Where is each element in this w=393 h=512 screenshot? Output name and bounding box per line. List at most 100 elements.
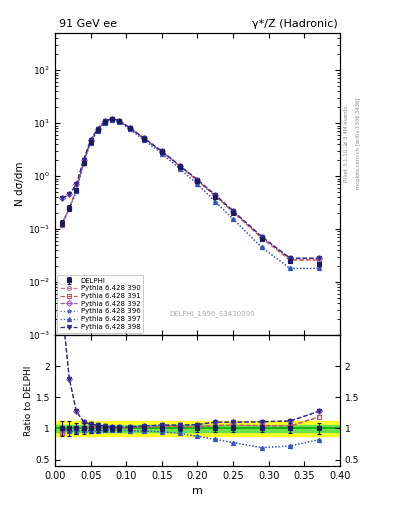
- Line: Pythia 6.428 398: Pythia 6.428 398: [60, 117, 321, 260]
- Pythia 6.428 390: [160, 148, 164, 155]
- Line: Pythia 6.428 392: Pythia 6.428 392: [60, 117, 321, 260]
- Pythia 6.428 392: [231, 208, 235, 214]
- Pythia 6.428 398: [259, 233, 264, 240]
- Pythia 6.428 392: [117, 117, 121, 123]
- Pythia 6.428 397: [95, 127, 100, 134]
- Pythia 6.428 390: [110, 116, 114, 122]
- Pythia 6.428 390: [288, 257, 292, 263]
- Pythia 6.428 397: [81, 160, 86, 166]
- Pythia 6.428 398: [177, 162, 182, 168]
- Pythia 6.428 390: [127, 125, 132, 131]
- Pythia 6.428 398: [316, 255, 321, 261]
- Pythia 6.428 391: [74, 187, 79, 193]
- Pythia 6.428 397: [259, 244, 264, 250]
- Pythia 6.428 392: [95, 125, 100, 132]
- Pythia 6.428 396: [259, 244, 264, 250]
- Pythia 6.428 391: [103, 119, 107, 125]
- Pythia 6.428 390: [195, 178, 200, 184]
- Pythia 6.428 391: [60, 222, 64, 228]
- Pythia 6.428 396: [81, 160, 86, 166]
- Pythia 6.428 396: [127, 126, 132, 132]
- Pythia 6.428 396: [60, 220, 64, 226]
- Pythia 6.428 391: [195, 178, 200, 184]
- Pythia 6.428 390: [60, 222, 64, 228]
- Pythia 6.428 397: [103, 120, 107, 126]
- Pythia 6.428 390: [231, 209, 235, 215]
- Line: Pythia 6.428 397: Pythia 6.428 397: [60, 117, 321, 270]
- Pythia 6.428 391: [177, 163, 182, 169]
- Pythia 6.428 397: [74, 188, 79, 194]
- Pythia 6.428 391: [95, 126, 100, 132]
- Line: Pythia 6.428 391: Pythia 6.428 391: [60, 117, 321, 262]
- Bar: [55, 425, 340, 432]
- Pythia 6.428 390: [142, 136, 147, 142]
- Pythia 6.428 397: [177, 165, 182, 172]
- Pythia 6.428 398: [103, 118, 107, 124]
- Pythia 6.428 397: [142, 137, 147, 143]
- Pythia 6.428 397: [117, 119, 121, 125]
- Pythia 6.428 396: [213, 199, 218, 205]
- Pythia 6.428 392: [110, 116, 114, 122]
- Pythia 6.428 398: [117, 117, 121, 123]
- Pythia 6.428 392: [103, 118, 107, 124]
- Pythia 6.428 398: [127, 124, 132, 131]
- Pythia 6.428 391: [160, 148, 164, 155]
- Pythia 6.428 398: [88, 137, 93, 143]
- Pythia 6.428 398: [60, 195, 64, 201]
- Pythia 6.428 396: [117, 119, 121, 125]
- Pythia 6.428 392: [195, 177, 200, 183]
- Pythia 6.428 398: [288, 255, 292, 261]
- Pythia 6.428 397: [67, 206, 72, 212]
- Pythia 6.428 392: [259, 233, 264, 240]
- Pythia 6.428 391: [127, 125, 132, 131]
- Pythia 6.428 391: [88, 138, 93, 144]
- Pythia 6.428 397: [60, 220, 64, 226]
- Pythia 6.428 391: [117, 118, 121, 124]
- Bar: [55, 421, 340, 436]
- Line: Pythia 6.428 396: Pythia 6.428 396: [60, 117, 321, 270]
- Pythia 6.428 391: [81, 160, 86, 166]
- Pythia 6.428 397: [195, 181, 200, 187]
- Pythia 6.428 396: [316, 265, 321, 271]
- Pythia 6.428 392: [127, 124, 132, 131]
- Pythia 6.428 391: [316, 257, 321, 263]
- Pythia 6.428 390: [259, 235, 264, 241]
- Text: Rivet 3.1.10, ≥ 3.4M events: Rivet 3.1.10, ≥ 3.4M events: [344, 105, 349, 182]
- Pythia 6.428 392: [316, 255, 321, 261]
- Pythia 6.428 391: [231, 209, 235, 215]
- Pythia 6.428 392: [142, 135, 147, 141]
- Pythia 6.428 390: [213, 193, 218, 199]
- Text: 91 GeV ee: 91 GeV ee: [59, 18, 117, 29]
- Pythia 6.428 396: [288, 265, 292, 271]
- Pythia 6.428 398: [74, 181, 79, 187]
- Pythia 6.428 396: [103, 120, 107, 126]
- Pythia 6.428 390: [177, 163, 182, 169]
- Text: mcplots.cern.ch [arXiv:1306.3436]: mcplots.cern.ch [arXiv:1306.3436]: [356, 98, 361, 189]
- Y-axis label: Ratio to DELPHI: Ratio to DELPHI: [24, 365, 33, 436]
- Text: γ*/Z (Hadronic): γ*/Z (Hadronic): [252, 18, 338, 29]
- Pythia 6.428 396: [142, 137, 147, 143]
- Pythia 6.428 390: [103, 119, 107, 125]
- Pythia 6.428 397: [160, 151, 164, 157]
- Legend: DELPHI, Pythia 6.428 390, Pythia 6.428 391, Pythia 6.428 392, Pythia 6.428 396, : DELPHI, Pythia 6.428 390, Pythia 6.428 3…: [57, 275, 143, 333]
- Pythia 6.428 398: [110, 116, 114, 122]
- Pythia 6.428 396: [195, 181, 200, 187]
- Pythia 6.428 397: [316, 265, 321, 271]
- Pythia 6.428 391: [259, 235, 264, 241]
- Pythia 6.428 397: [213, 199, 218, 205]
- Pythia 6.428 391: [142, 136, 147, 142]
- Pythia 6.428 396: [74, 188, 79, 194]
- Pythia 6.428 396: [67, 206, 72, 212]
- Pythia 6.428 391: [67, 205, 72, 211]
- Pythia 6.428 392: [67, 191, 72, 198]
- Pythia 6.428 398: [231, 208, 235, 214]
- Pythia 6.428 392: [160, 148, 164, 154]
- Pythia 6.428 396: [177, 165, 182, 172]
- Pythia 6.428 392: [74, 181, 79, 187]
- Pythia 6.428 391: [288, 257, 292, 263]
- Pythia 6.428 396: [160, 151, 164, 157]
- Pythia 6.428 392: [81, 157, 86, 163]
- Pythia 6.428 392: [288, 255, 292, 261]
- Pythia 6.428 396: [231, 216, 235, 222]
- Pythia 6.428 396: [95, 127, 100, 134]
